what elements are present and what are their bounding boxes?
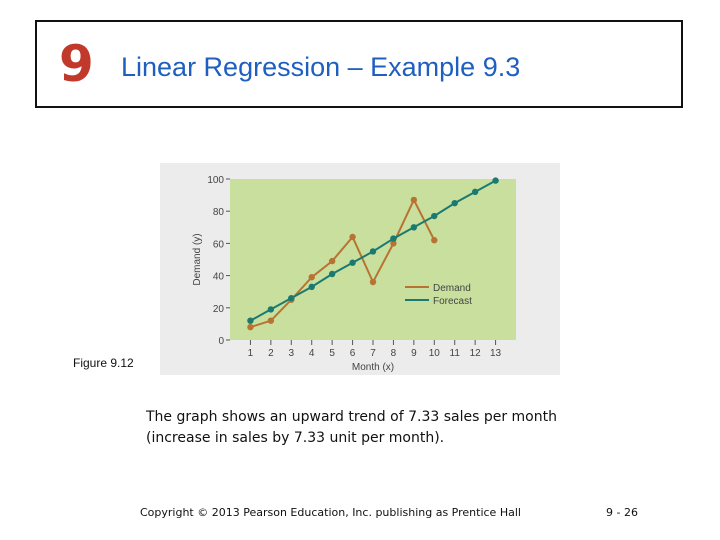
caption: The graph shows an upward trend of 7.33 … [146,407,616,449]
title-box: 9 Linear Regression – Example 9.3 [35,20,683,108]
legend-label-forecast: Forecast [433,296,472,307]
caption-line-1: The graph shows an upward trend of 7.33 … [146,409,557,425]
data-point-forecast [431,212,438,220]
slide-title: Linear Regression – Example 9.3 [121,52,521,82]
chapter-number: 9 [59,35,94,93]
x-axis-label: Month (x) [352,362,394,373]
x-tick-label: 13 [490,348,502,359]
data-point-demand [390,240,397,247]
x-tick-label: 9 [411,348,417,359]
page-number: 9 - 26 [606,506,638,519]
copyright-notice: Copyright © 2013 Pearson Education, Inc.… [140,506,521,519]
data-point-forecast [267,306,275,313]
data-point-forecast [471,188,479,196]
x-tick-label: 2 [268,348,274,359]
x-tick-label: 5 [329,348,335,359]
data-point-demand [349,233,356,241]
y-axis-label: Demand (y) [192,233,203,285]
data-point-forecast [492,177,499,184]
data-point-demand [369,278,377,286]
regression-chart: 0 20 40 60 80 100 1 2 3 4 5 6 7 8 9 10 11 12 13 Month (x) De… [160,163,560,375]
caption-line-2: (increase in sales by 7.33 unit per mont… [146,430,445,446]
data-point-forecast [308,283,315,291]
figure-label: Figure 9.12 [73,356,134,370]
y-tick-label: 20 [213,304,225,315]
data-point-demand [247,323,254,331]
x-tick-label: 12 [470,348,482,359]
data-point-demand [410,196,418,204]
data-point-forecast [349,259,356,266]
data-point-demand [308,274,315,281]
legend-label-demand: Demand [433,283,471,294]
plot-area [230,179,516,340]
x-tick-label: 6 [350,348,356,359]
y-tick-label: 60 [213,239,225,250]
x-tick-label: 4 [309,348,315,359]
data-point-forecast [410,224,418,231]
data-point-forecast [247,317,254,324]
series-line-demand [250,197,436,329]
x-tick-label: 10 [429,348,441,359]
x-tick-label: 8 [391,348,397,359]
data-point-demand [328,257,336,265]
data-point-forecast [328,270,336,278]
y-tick-label: 100 [207,175,224,186]
data-point-forecast [288,294,295,302]
data-point-demand [267,317,275,324]
x-tick-label: 7 [370,348,376,359]
data-point-forecast [451,199,458,207]
y-tick-label: 80 [213,207,225,218]
y-tick-label: 40 [213,272,225,283]
data-point-demand [431,236,438,244]
x-tick-label: 11 [450,348,461,359]
x-tick-label: 3 [289,348,295,359]
data-point-forecast [369,248,377,255]
data-point-forecast [390,235,397,242]
x-tick-label: 1 [248,348,254,359]
y-tick-label: 0 [218,336,224,347]
